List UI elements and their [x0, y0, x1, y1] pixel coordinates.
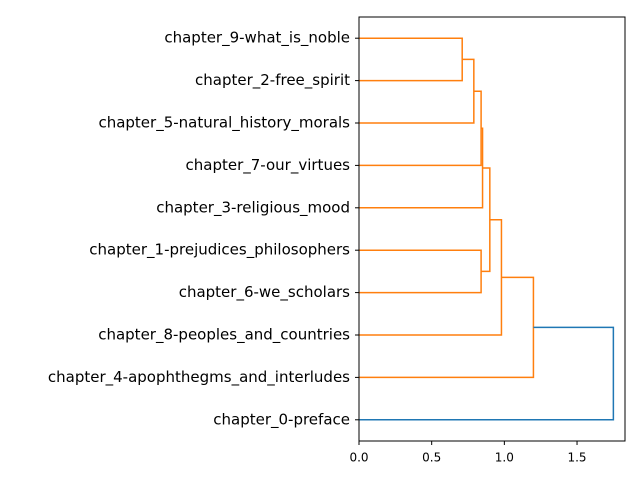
link: [359, 249, 482, 294]
leaf-label: chapter_9-what_is_noble: [164, 29, 350, 48]
leaf-label: chapter_2-free_spirit: [195, 71, 350, 90]
link: [359, 127, 484, 209]
link: [359, 58, 475, 124]
link: [359, 37, 463, 82]
leaf-label: chapter_7-our_virtues: [186, 156, 351, 175]
leaf-label: chapter_1-prejudices_philosophers: [89, 241, 350, 260]
leaf-label: chapter_3-religious_mood: [156, 198, 350, 217]
plot-frame: [358, 16, 626, 442]
leaf-label: chapter_6-we_scholars: [179, 283, 350, 302]
link: [359, 326, 615, 421]
leaf-label: chapter_5-natural_history_morals: [98, 114, 350, 133]
x-tick-label: 0.5: [422, 451, 441, 465]
link: [359, 218, 503, 336]
leaf-label: chapter_0-preface: [213, 410, 350, 429]
x-tick-label: 0.0: [349, 451, 368, 465]
leaf-label: chapter_8-peoples_and_countries: [98, 326, 350, 345]
x-tick-label: 1.0: [495, 451, 514, 465]
x-tick-label: 1.5: [567, 451, 586, 465]
link: [359, 90, 482, 167]
link: [359, 276, 535, 379]
leaf-label: chapter_4-apophthegms_and_interludes: [48, 368, 350, 387]
